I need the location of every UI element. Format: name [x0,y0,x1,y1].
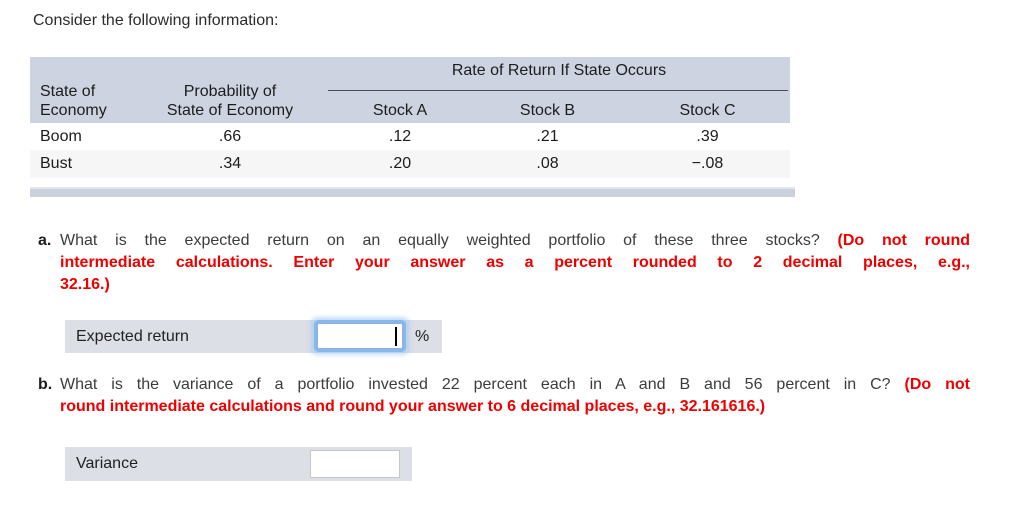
cell-stock-c: −.08 [691,155,724,172]
spanner-underline [328,90,788,91]
expected-return-label: Expected return [76,328,189,345]
col-header-stock-c: Stock C [679,102,736,119]
question-a: a. What is the expected return on an equ… [38,230,970,296]
question-b-line2-instruction: round intermediate calculations and roun… [60,398,766,415]
cell-state: Boom [40,128,82,145]
table-header: Rate of Return If State Occurs State of … [30,57,790,123]
variance-input[interactable] [310,450,400,478]
col-header-probability-line1: Probability of [183,83,277,100]
variance-answer-row: Variance [65,447,412,481]
returns-table: Rate of Return If State Occurs State of … [30,57,790,178]
question-a-text: What is the expected return on an equall… [60,230,970,296]
col-header-state-line1: State of [40,83,96,100]
column-headers: State of Economy Probability of State of… [30,82,790,123]
cell-stock-b: .08 [536,155,559,172]
question-b-line1: What is the variance of a portfolio inve… [60,374,970,396]
cell-stock-a: .20 [388,155,412,172]
question-a-line3-instruction: 32.16.) [60,276,110,293]
question-b: b. What is the variance of a portfolio i… [38,374,970,418]
col-header-probability-line2: State of Economy [166,102,294,119]
question-a-line3: 32.16.) [60,274,970,296]
col-header-stock-a: Stock A [372,102,428,119]
table-scrollbar-track[interactable] [30,187,795,197]
expected-return-input[interactable] [317,323,403,349]
question-a-label: a. [38,232,52,249]
col-header-state-line2: Economy [40,102,107,119]
cell-stock-a: .12 [388,128,412,145]
question-a-line1-normal: What is the expected return on an equall… [60,232,838,249]
question-a-line2: intermediate calculations. Enter your an… [60,252,970,274]
variance-label: Variance [76,455,138,472]
cell-probability: .34 [218,155,242,172]
table-row-boom: Boom .66 .12 .21 .39 [30,123,790,150]
page-title: Consider the following information: [33,12,279,29]
question-b-line2: round intermediate calculations and roun… [60,396,970,418]
question-b-line1-normal: What is the variance of a portfolio inve… [60,376,905,393]
expected-return-answer-row: Expected return % [65,320,442,353]
cell-stock-c: .39 [696,128,719,145]
cell-stock-b: .21 [536,128,559,145]
question-b-label: b. [38,376,53,393]
col-header-state: State of Economy [30,82,130,120]
col-header-probability: Probability of State of Economy [130,82,330,120]
cell-state: Bust [40,155,73,172]
table-row-bust: Bust .34 .20 .08 −.08 [30,150,790,178]
col-header-stock-b: Stock B [519,102,576,119]
question-b-line1-instruction: (Do not [904,376,970,393]
question-b-text: What is the variance of a portfolio inve… [60,374,970,418]
spanner-header: Rate of Return If State Occurs [451,62,667,79]
question-a-line2-instruction: intermediate calculations. Enter your an… [60,254,970,271]
question-a-line1-instruction: (Do not round [837,232,970,249]
cell-probability: .66 [218,128,242,145]
question-a-line1: What is the expected return on an equall… [60,230,970,252]
percent-unit-label: % [415,328,430,345]
